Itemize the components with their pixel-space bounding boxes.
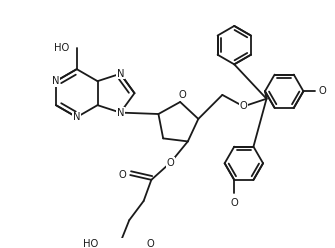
Text: O: O [167, 157, 175, 168]
Text: N: N [52, 76, 60, 86]
Text: O: O [178, 90, 186, 100]
Text: O: O [319, 86, 327, 96]
Text: O: O [119, 170, 126, 180]
Text: N: N [117, 69, 124, 79]
Text: N: N [117, 108, 124, 118]
Text: HO: HO [83, 239, 98, 248]
Text: O: O [146, 239, 154, 248]
Text: O: O [230, 198, 238, 208]
Text: HO: HO [54, 43, 69, 53]
Text: O: O [240, 101, 247, 111]
Text: N: N [73, 112, 80, 122]
